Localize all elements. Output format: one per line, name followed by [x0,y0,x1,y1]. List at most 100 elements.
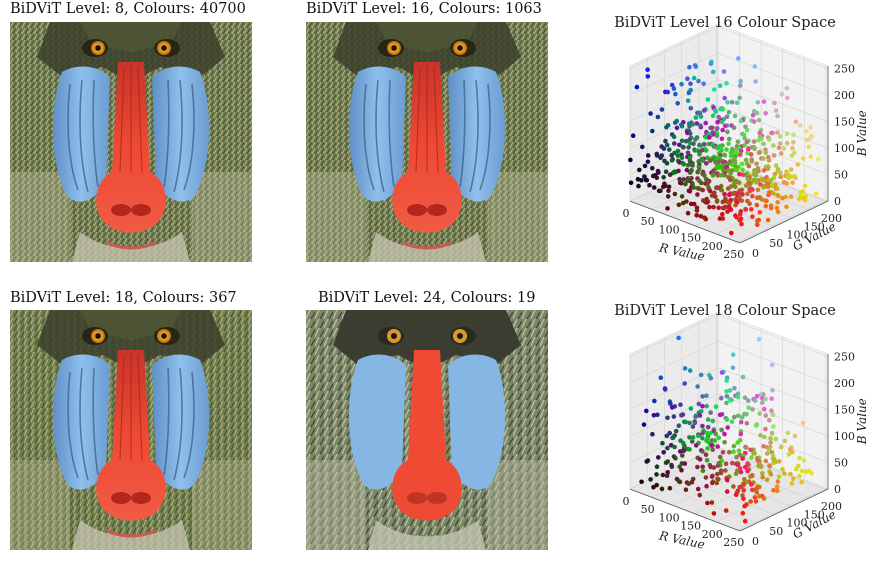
scatter-point [765,166,770,171]
scatter-point [806,144,812,150]
scatter-point [756,117,762,123]
scatter-point [694,121,700,126]
scatter-point [700,394,705,399]
x-tick-label: 200 [702,528,723,541]
scatter-point [709,474,715,479]
colour-space-chart-level-18: 0 50 100 150 200 250 50 100 150 200 0 0 50 100 150 200 2… [600,303,870,558]
scatter-point [763,458,769,464]
scatter-point [628,157,633,163]
scatter-point [761,444,766,449]
scatter-point [763,111,768,116]
quantized-image-level-8 [10,22,252,262]
scatter-point [711,511,717,516]
scatter-point [728,150,734,155]
scatter-point [639,178,644,183]
scatter-point [717,165,722,170]
scatter-point [754,490,760,495]
scatter-point [780,195,785,201]
scatter-point [663,138,668,144]
scatter-point [681,448,686,454]
scatter-point [682,381,687,386]
scatter-point [661,184,666,190]
scatter-point [669,464,675,469]
scatter-point [782,471,787,476]
scatter-point [697,151,702,157]
scatter-point [763,396,768,402]
scatter-point [768,472,774,477]
scatter-point [645,67,650,72]
scatter-point [687,124,692,129]
scatter-point [731,449,736,454]
scatter-point [681,162,687,167]
scatter-point [734,100,740,106]
scatter-point [650,431,655,437]
scatter-point [797,473,802,479]
scatter-point [735,440,740,445]
scatter-point [671,134,677,140]
scatter-point [687,189,693,194]
scatter-point [716,435,722,441]
scatter-point [659,486,665,492]
scatter-point [724,394,730,399]
scatter-point [679,194,685,199]
scatter-point [666,188,671,193]
scatter-point [738,78,743,84]
z-tick-label: 150 [834,116,855,129]
scatter-point [734,454,739,460]
scatter-point [802,197,808,203]
scatter-point [771,143,776,148]
scatter-point [708,410,713,415]
scatter-point [670,435,675,441]
scatter-point [763,150,769,155]
scatter-points [639,335,814,524]
scatter-point [722,440,727,445]
scatter-point [650,128,655,134]
scatter-point [698,114,704,119]
scatter-point [651,484,656,490]
scatter-point [723,468,728,473]
scatter-point [693,443,699,448]
scatter-point [738,469,744,475]
tick-labels: 0501001502002505010015020000501001502002… [623,351,856,550]
scatter-point [704,393,709,398]
scatter-point [695,169,700,175]
scatter-point [720,199,726,205]
scatter-point [712,438,717,443]
scatter-point [752,398,758,403]
scatter-point [808,154,813,159]
scatter-point [639,479,644,485]
scatter-point [797,455,802,461]
scatter-point [792,433,798,439]
scatter-point [750,487,755,493]
scatter-point [754,393,760,399]
scatter-point [704,457,710,463]
scatter-point [700,158,706,163]
scatter-point [745,147,751,152]
x-tick-label: 0 [623,495,630,508]
scatter-point [661,146,667,151]
scatter-point [763,426,768,432]
scatter-point [741,172,746,177]
scatter-point [658,375,664,380]
x-tick-label: 150 [680,520,701,533]
scatter-point [716,205,721,211]
scatter-point [654,153,660,158]
scatter-point [782,438,788,444]
scatter-point [707,204,712,210]
scatter-point [642,174,647,179]
scatter-point [785,95,790,101]
scatter-point [709,500,715,505]
scatter-point [776,193,781,198]
scatter-point [696,78,701,84]
scatter-point [744,139,750,145]
scatter-point [636,183,641,189]
scatter-point [705,500,710,506]
scatter-point [749,455,754,460]
scatter-point [770,412,776,417]
scatter-point [785,430,791,436]
scatter-point [644,459,649,464]
scatter-point [695,433,701,439]
scatter-point [695,464,700,470]
scatter-point [742,518,748,524]
scatter-point [779,91,785,97]
